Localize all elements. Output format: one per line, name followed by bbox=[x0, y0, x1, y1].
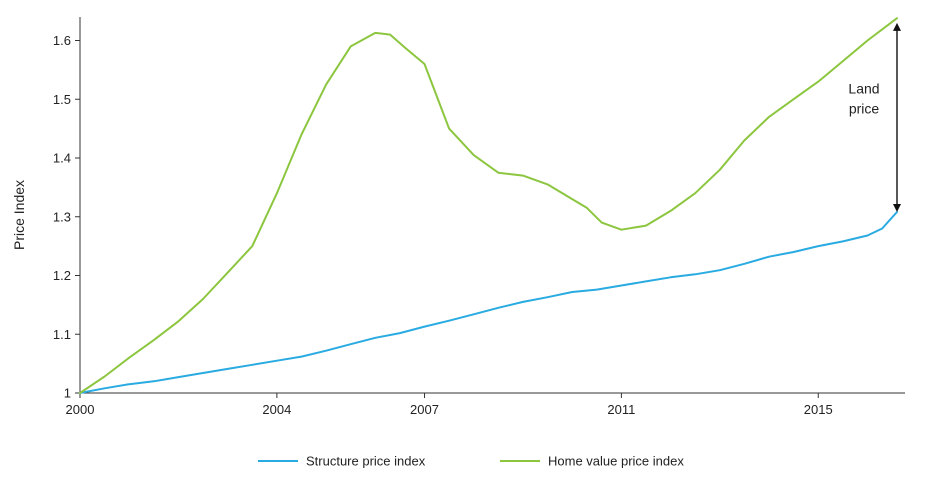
x-tick-label: 2007 bbox=[410, 402, 439, 417]
x-tick-label: 2015 bbox=[804, 402, 833, 417]
x-tick-label: 2000 bbox=[66, 402, 95, 417]
series-line-structure-price-index bbox=[79, 211, 898, 394]
y-tick-label: 1.3 bbox=[53, 209, 71, 224]
x-tick-label: 2004 bbox=[262, 402, 291, 417]
legend-label: Structure price index bbox=[306, 454, 426, 469]
y-tick-label: 1.6 bbox=[53, 33, 71, 48]
legend-label: Home value price index bbox=[548, 454, 684, 469]
y-axis-title: Price Index bbox=[11, 180, 27, 250]
annotation-land-price-text: price bbox=[849, 100, 880, 116]
y-tick-label: 1.5 bbox=[53, 92, 71, 107]
land-price-arrow-head-bottom bbox=[893, 204, 901, 213]
y-tick-label: 1.1 bbox=[53, 327, 71, 342]
plot-area: 1 1.1 1.2 1.3 1.4 1.5 1.6 2000 2004 2007 2011 2015 L… bbox=[53, 17, 905, 417]
x-tick-label: 2011 bbox=[607, 402, 635, 417]
y-tick-label: 1 bbox=[64, 386, 71, 401]
land-price-arrow-head-top bbox=[893, 22, 901, 31]
annotation-land-price-text: Land bbox=[848, 80, 879, 96]
legend: Structure price index Home value price in… bbox=[258, 454, 684, 469]
y-tick-label: 1.2 bbox=[53, 268, 71, 283]
y-tick-label: 1.4 bbox=[53, 151, 71, 166]
series-line-home-value-price-index bbox=[79, 17, 898, 394]
